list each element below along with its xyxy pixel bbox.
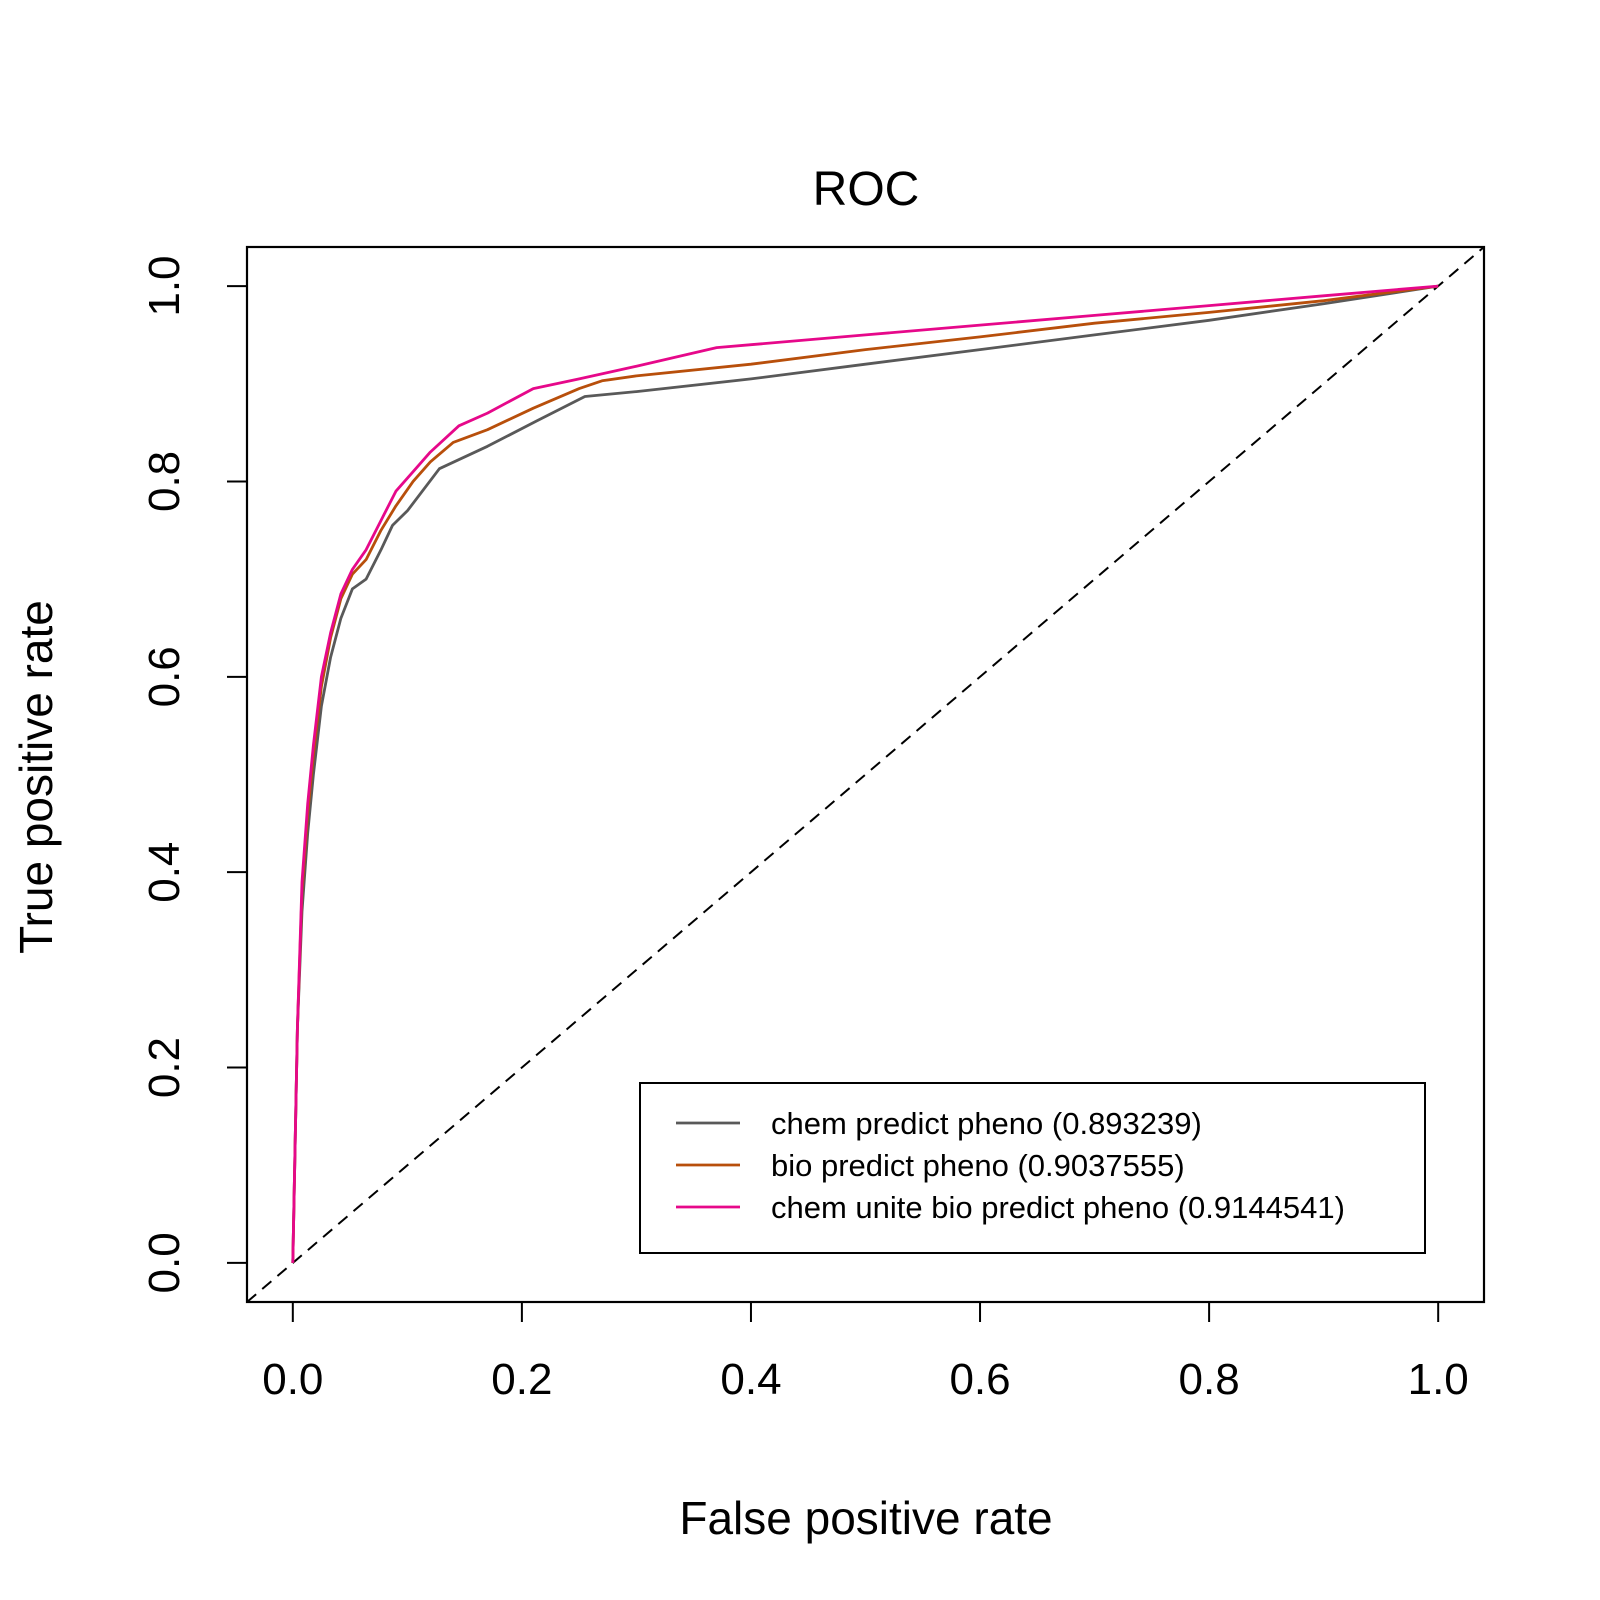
reference-diagonal-line xyxy=(246,246,1485,1303)
series-line-1 xyxy=(291,284,1439,1263)
x-tick-label: 0.0 xyxy=(262,1355,323,1404)
series-line-3 xyxy=(291,284,1439,1263)
plot-frame xyxy=(245,245,1486,1304)
y-axis-label: True positive rate xyxy=(10,600,62,954)
x-axis-label: False positive rate xyxy=(679,1492,1052,1544)
y-tick-label: 0.6 xyxy=(140,646,189,707)
legend-label-1: chem predict pheno (0.893239) xyxy=(771,1106,1202,1141)
legend-box xyxy=(639,1082,1426,1254)
x-tick-label: 1.0 xyxy=(1408,1355,1469,1404)
x-tick-label: 0.8 xyxy=(1179,1355,1240,1404)
legend-label-3: chem unite bio predict pheno (0.9144541) xyxy=(771,1190,1345,1225)
y-tick-label: 1.0 xyxy=(140,255,189,316)
y-tick-label: 0.4 xyxy=(140,842,189,903)
y-tick-label: 0.2 xyxy=(140,1037,189,1098)
y-tick-label: 0.0 xyxy=(140,1232,189,1293)
legend-label-2: bio predict pheno (0.9037555) xyxy=(771,1148,1185,1183)
x-tick-label: 0.2 xyxy=(491,1355,552,1404)
y-tick-label: 0.8 xyxy=(140,451,189,512)
chart-title: ROC xyxy=(813,163,920,216)
x-tick-label: 0.6 xyxy=(949,1355,1010,1404)
x-tick-label: 0.4 xyxy=(720,1355,781,1404)
